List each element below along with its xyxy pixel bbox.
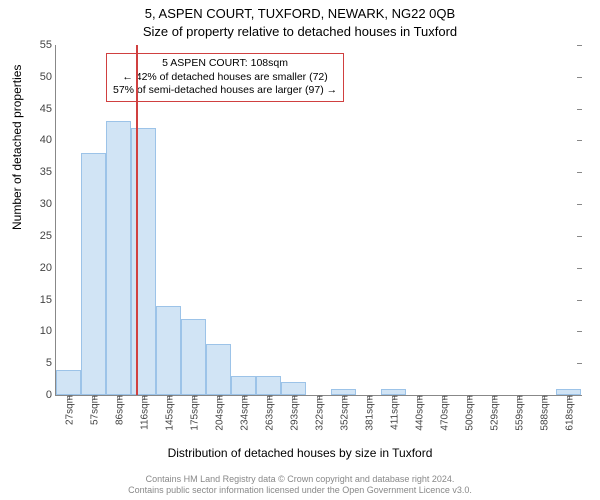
annotation-box: 5 ASPEN COURT: 108sqm ← 42% of detached … (106, 53, 344, 102)
y-tick-mark (577, 204, 582, 205)
y-tick-mark (577, 109, 582, 110)
y-tick-label: 55 (27, 39, 56, 51)
footer-line1: Contains HM Land Registry data © Crown c… (0, 474, 600, 485)
x-tick-label: 263sqm (262, 395, 275, 431)
x-tick-label: 440sqm (412, 395, 425, 431)
histogram-bar (256, 376, 281, 395)
y-tick-mark (577, 140, 582, 141)
x-tick-label: 204sqm (212, 395, 225, 431)
chart-subtitle: Size of property relative to detached ho… (0, 24, 600, 39)
x-tick-label: 145sqm (162, 395, 175, 431)
annotation-line3: 57% of semi-detached houses are larger (… (113, 84, 337, 98)
x-axis-label: Distribution of detached houses by size … (0, 446, 600, 460)
annotation-line1: 5 ASPEN COURT: 108sqm (113, 57, 337, 71)
subject-marker-line (136, 45, 138, 395)
y-tick-mark (577, 363, 582, 364)
y-tick-label: 20 (27, 262, 56, 274)
histogram-bar (156, 306, 181, 395)
y-tick-mark (577, 236, 582, 237)
x-tick-label: 411sqm (387, 395, 400, 430)
x-tick-label: 352sqm (337, 395, 350, 431)
y-tick-mark (577, 268, 582, 269)
y-tick-label: 45 (27, 103, 56, 115)
x-tick-label: 500sqm (462, 395, 475, 431)
x-tick-label: 322sqm (312, 395, 325, 431)
x-tick-label: 293sqm (287, 395, 300, 431)
y-tick-label: 40 (27, 134, 56, 146)
plot-area: 5 ASPEN COURT: 108sqm ← 42% of detached … (55, 45, 581, 396)
x-tick-label: 116sqm (137, 395, 150, 430)
annotation-line2: ← 42% of detached houses are smaller (72… (113, 71, 337, 85)
histogram-bar (206, 344, 231, 395)
y-tick-label: 50 (27, 71, 56, 83)
histogram-bar (56, 370, 81, 395)
histogram-bar (231, 376, 256, 395)
y-axis-label: Number of detached properties (10, 65, 24, 230)
x-tick-label: 86sqm (112, 395, 125, 425)
histogram-bar (81, 153, 106, 395)
chart-title-address: 5, ASPEN COURT, TUXFORD, NEWARK, NG22 0Q… (0, 6, 600, 21)
y-tick-label: 35 (27, 166, 56, 178)
y-tick-mark (577, 300, 582, 301)
x-tick-label: 234sqm (237, 395, 250, 431)
y-tick-mark (577, 331, 582, 332)
x-tick-label: 27sqm (62, 395, 75, 425)
footer-line2: Contains public sector information licen… (0, 485, 600, 496)
y-tick-mark (577, 172, 582, 173)
x-tick-label: 470sqm (437, 395, 450, 431)
x-tick-label: 618sqm (562, 395, 575, 431)
y-tick-label: 0 (27, 389, 56, 401)
x-tick-label: 529sqm (487, 395, 500, 431)
y-tick-mark (577, 45, 582, 46)
footer-attribution: Contains HM Land Registry data © Crown c… (0, 474, 600, 497)
histogram-bar (281, 382, 306, 395)
y-tick-label: 15 (27, 294, 56, 306)
x-tick-label: 588sqm (537, 395, 550, 431)
y-tick-label: 30 (27, 198, 56, 210)
y-tick-mark (577, 77, 582, 78)
histogram-bar (181, 319, 206, 395)
histogram-bar (106, 121, 131, 395)
x-tick-label: 57sqm (87, 395, 100, 425)
y-tick-label: 10 (27, 325, 56, 337)
x-tick-label: 175sqm (187, 395, 200, 431)
histogram-bar (131, 128, 156, 395)
y-tick-label: 25 (27, 230, 56, 242)
x-tick-label: 381sqm (362, 395, 375, 431)
y-tick-mark (577, 395, 582, 396)
y-tick-label: 5 (27, 357, 56, 369)
x-tick-label: 559sqm (512, 395, 525, 431)
